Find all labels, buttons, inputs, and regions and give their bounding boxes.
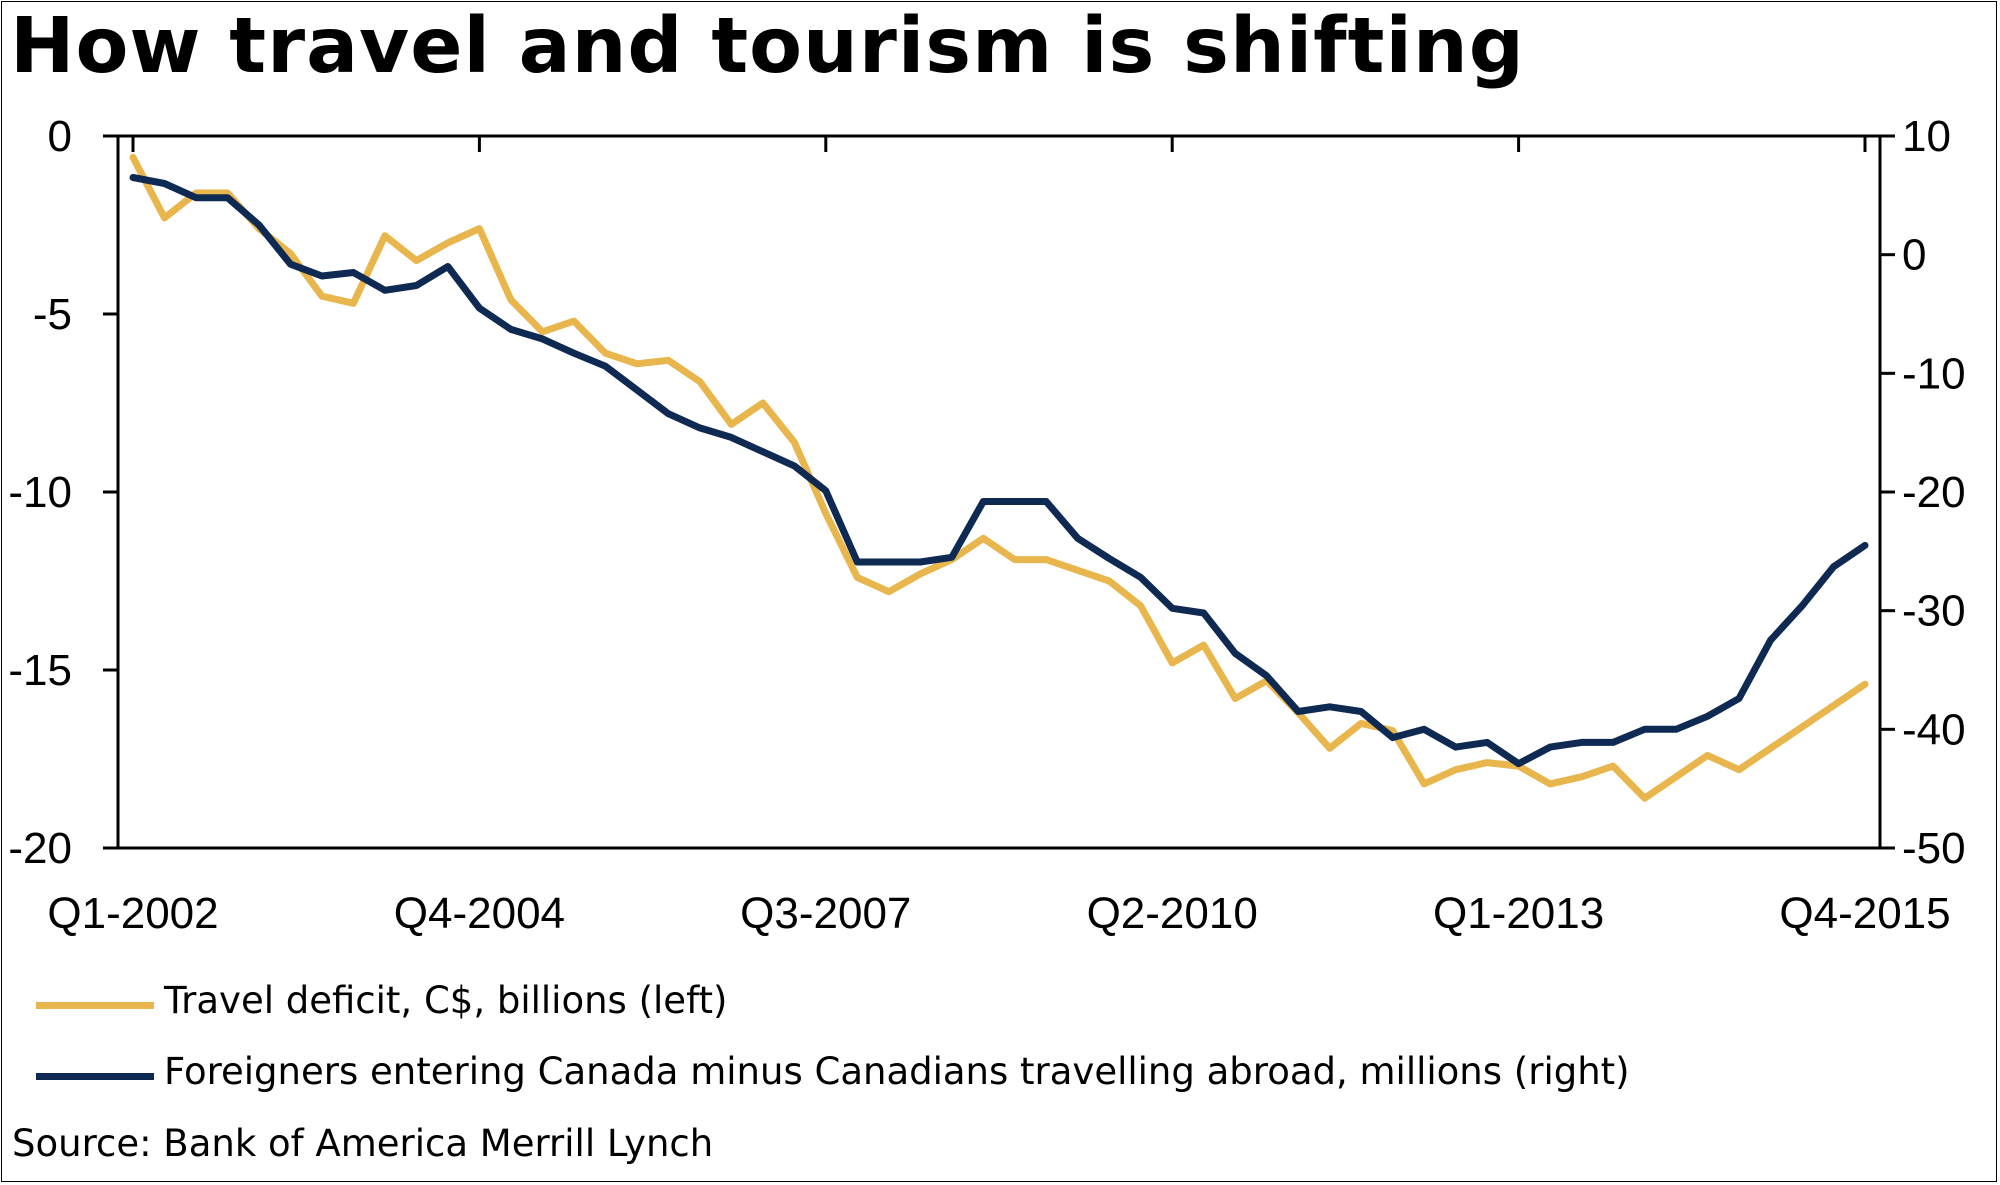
legend-label-foreigners: Foreigners entering Canada minus Canadia…	[164, 1050, 1630, 1093]
series-line-travel-deficit	[129, 153, 1869, 802]
right-axis-tick-label: -10	[1902, 349, 1966, 398]
left-axis-tick-label: -5	[33, 290, 72, 339]
x-axis-tick-label: Q1-2013	[1433, 889, 1604, 938]
source-note: Source: Bank of America Merrill Lynch	[12, 1122, 714, 1165]
right-axis-tick-label: -50	[1902, 824, 1966, 873]
right-axis-tick-label: -40	[1902, 705, 1966, 754]
chart-series	[129, 153, 1869, 802]
left-axis-tick-label: -10	[8, 468, 72, 517]
left-axis-tick-label: -15	[8, 646, 72, 695]
left-axis-tick-label: 0	[48, 112, 72, 161]
right-axis-tick-label: 10	[1902, 112, 1951, 161]
series-line-foreigners	[129, 174, 1869, 768]
chart-tick-labels: 0 -5 -10 -15 -20 10 0 -10 -20 -30 -40 -50 Q1-2002 Q4-…	[8, 112, 1965, 938]
legend-swatch-travel-deficit	[36, 1002, 154, 1009]
right-axis-tick-label: 0	[1902, 231, 1926, 280]
x-axis-tick-label: Q1-2002	[47, 889, 218, 938]
right-axis-tick-label: -20	[1902, 468, 1966, 517]
left-axis-tick-label: -20	[8, 824, 72, 873]
legend-label-travel-deficit: Travel deficit, C$, billions (left)	[164, 979, 728, 1022]
right-axis-tick-label: -30	[1902, 587, 1966, 636]
legend-swatch-foreigners	[36, 1073, 154, 1080]
chart-title: How travel and tourism is shifting	[10, 2, 1525, 91]
x-axis-tick-label: Q4-2015	[1779, 889, 1950, 938]
x-axis-tick-label: Q4-2004	[394, 889, 565, 938]
x-axis-tick-label: Q2-2010	[1087, 889, 1258, 938]
chart-axes	[103, 134, 1895, 850]
x-axis-tick-label: Q3-2007	[740, 889, 911, 938]
